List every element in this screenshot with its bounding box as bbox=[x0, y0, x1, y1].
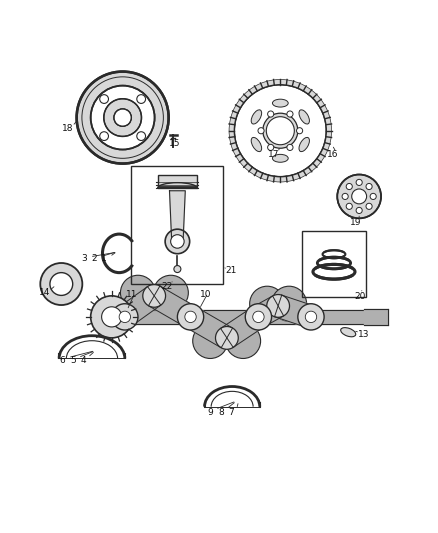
Circle shape bbox=[258, 128, 264, 134]
Text: 10: 10 bbox=[200, 290, 212, 300]
Circle shape bbox=[337, 174, 381, 219]
Circle shape bbox=[114, 109, 131, 126]
Circle shape bbox=[120, 275, 155, 310]
Text: 14: 14 bbox=[39, 288, 51, 297]
Circle shape bbox=[215, 327, 238, 349]
Circle shape bbox=[245, 304, 272, 330]
Circle shape bbox=[174, 265, 181, 272]
Circle shape bbox=[352, 189, 367, 204]
Text: 7: 7 bbox=[228, 408, 234, 417]
Circle shape bbox=[287, 144, 293, 150]
Circle shape bbox=[297, 128, 303, 134]
Text: 19: 19 bbox=[350, 218, 361, 227]
Circle shape bbox=[266, 117, 294, 145]
Text: 8: 8 bbox=[218, 408, 224, 417]
Text: 20: 20 bbox=[354, 292, 366, 301]
Circle shape bbox=[102, 307, 122, 327]
Polygon shape bbox=[185, 307, 233, 348]
Circle shape bbox=[91, 86, 155, 150]
Text: 21: 21 bbox=[226, 266, 237, 276]
Ellipse shape bbox=[299, 110, 309, 124]
Text: 15: 15 bbox=[170, 139, 181, 148]
Text: 13: 13 bbox=[358, 330, 369, 339]
Polygon shape bbox=[221, 308, 265, 348]
Polygon shape bbox=[253, 296, 284, 327]
Circle shape bbox=[268, 144, 274, 150]
Circle shape bbox=[100, 95, 109, 103]
Ellipse shape bbox=[251, 138, 261, 151]
Text: 5: 5 bbox=[70, 356, 76, 365]
Circle shape bbox=[185, 311, 196, 322]
Circle shape bbox=[298, 304, 324, 330]
Polygon shape bbox=[148, 286, 196, 327]
Circle shape bbox=[346, 183, 352, 190]
Bar bbox=[131, 166, 223, 284]
Circle shape bbox=[235, 85, 326, 176]
Text: 9: 9 bbox=[207, 408, 213, 417]
Text: 16: 16 bbox=[327, 150, 339, 159]
Circle shape bbox=[267, 295, 290, 317]
Text: 6: 6 bbox=[60, 356, 66, 365]
Circle shape bbox=[177, 304, 204, 330]
Bar bbox=[302, 231, 366, 297]
Circle shape bbox=[50, 273, 73, 295]
Circle shape bbox=[268, 111, 274, 117]
Circle shape bbox=[226, 324, 261, 359]
Bar bbox=[158, 175, 197, 188]
Circle shape bbox=[356, 179, 362, 185]
Circle shape bbox=[272, 286, 307, 321]
Text: 17: 17 bbox=[268, 150, 279, 159]
Text: 1: 1 bbox=[101, 254, 107, 263]
Polygon shape bbox=[170, 191, 185, 241]
Ellipse shape bbox=[272, 99, 288, 107]
Circle shape bbox=[193, 324, 228, 359]
Circle shape bbox=[346, 203, 352, 209]
Circle shape bbox=[370, 193, 376, 199]
Circle shape bbox=[342, 193, 348, 199]
Circle shape bbox=[366, 183, 372, 190]
Circle shape bbox=[253, 311, 264, 322]
Text: 22: 22 bbox=[162, 282, 173, 290]
Text: 2: 2 bbox=[92, 254, 97, 263]
Text: 3: 3 bbox=[81, 254, 87, 263]
Circle shape bbox=[263, 113, 298, 148]
Circle shape bbox=[356, 207, 362, 214]
Text: 11: 11 bbox=[126, 290, 137, 300]
Circle shape bbox=[100, 132, 109, 141]
Ellipse shape bbox=[251, 110, 261, 124]
Circle shape bbox=[40, 263, 82, 305]
Circle shape bbox=[250, 286, 285, 321]
Polygon shape bbox=[275, 295, 314, 328]
Circle shape bbox=[229, 79, 332, 182]
Circle shape bbox=[77, 71, 169, 164]
Circle shape bbox=[305, 311, 317, 322]
Circle shape bbox=[366, 203, 372, 209]
Circle shape bbox=[287, 111, 293, 117]
Circle shape bbox=[137, 132, 145, 141]
Circle shape bbox=[112, 304, 138, 330]
Circle shape bbox=[165, 229, 190, 254]
Ellipse shape bbox=[272, 155, 288, 162]
Text: 4: 4 bbox=[81, 356, 86, 365]
Circle shape bbox=[171, 235, 184, 248]
Text: 18: 18 bbox=[62, 124, 74, 133]
Circle shape bbox=[153, 275, 188, 310]
Circle shape bbox=[104, 99, 141, 136]
Circle shape bbox=[143, 285, 166, 307]
Circle shape bbox=[91, 296, 133, 338]
Ellipse shape bbox=[299, 138, 309, 151]
Polygon shape bbox=[118, 287, 161, 326]
Circle shape bbox=[119, 311, 131, 322]
Ellipse shape bbox=[341, 328, 356, 337]
Circle shape bbox=[137, 95, 145, 103]
